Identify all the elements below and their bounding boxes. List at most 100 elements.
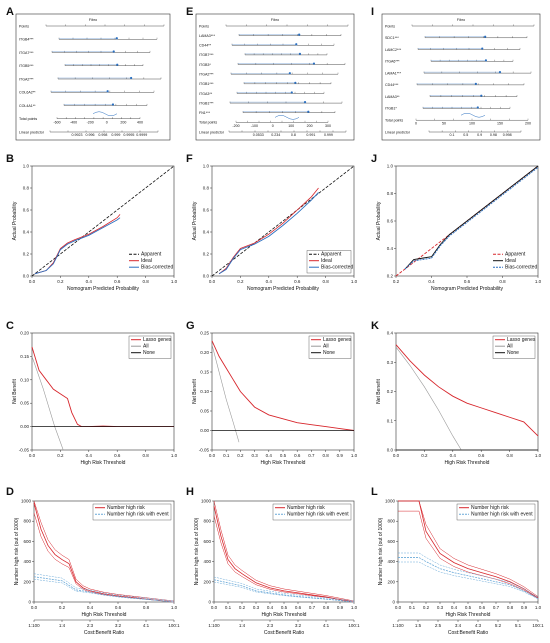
x-tick-label: 0.0 (29, 279, 36, 284)
nomogram-row-label: ITGB3* (199, 63, 211, 67)
series-band-upper (398, 552, 539, 598)
legend-label: Ideal (321, 258, 332, 264)
y-axis-label: Net Benefit (12, 379, 18, 404)
legend-label: Lasso genes (323, 337, 352, 343)
series-line-ideal (218, 187, 319, 275)
series-band-lower (213, 515, 355, 603)
x-axis-label: High Risk Threshold (82, 612, 127, 618)
panel-letter-k: K (371, 320, 379, 332)
legend-label: Lasso genes (507, 337, 536, 343)
nomogram-row-label: LAMA3*** (199, 34, 216, 38)
nomogram-row-label: ITGB1*** (199, 82, 214, 86)
x-tick-label: 0.0 (29, 453, 36, 458)
nomogram-density (274, 115, 300, 120)
series-line-lasso-genes (211, 340, 355, 431)
x-tick-label: 0.6 (479, 605, 486, 610)
y-axis-label: Actual Probability (192, 201, 198, 240)
y-tick-label: 1000 (201, 499, 212, 504)
y-tick-label: 0.4 (387, 331, 394, 336)
x2-tick-label: 3:2 (115, 623, 122, 628)
series-line-bias-corrected (404, 167, 539, 270)
y-tick-label: 1.0 (203, 164, 210, 169)
series-band-upper (33, 573, 175, 602)
x-tick-label: 0.4 (266, 453, 273, 458)
nomogram-row-label: Points (199, 24, 209, 28)
dca-chart-g: 0.0 0.1 0.2 0.3 0.4 0.5 0.6 0.7 0.8 0.9 1.0 -0.05 0.… (192, 331, 358, 467)
y-tick-label: 0.10 (20, 377, 29, 382)
x2-axis-label: Cost:Benefit Ratio (448, 630, 489, 636)
y-tick-label: 0.6 (203, 208, 210, 213)
nomogram-row-label: CD44*** (385, 83, 399, 87)
y-tick-label: 0 (208, 600, 211, 605)
legend-label: None (143, 350, 155, 356)
x-tick-label: 0.8 (322, 279, 329, 284)
y-tick-label: 600 (387, 539, 395, 544)
x-tick-label: 0.0 (211, 605, 218, 610)
x-tick-label: 0.0 (393, 453, 400, 458)
nomogram-point (481, 47, 484, 50)
nomogram-density (460, 112, 486, 118)
nomogram-prob-tick: 0.999 (111, 133, 120, 137)
legend-label: Number high risk with event (471, 512, 533, 518)
x2-tick-label: 2:5 (435, 623, 442, 628)
x-tick-label: 0.4 (86, 453, 93, 458)
nomogram-total-tick: 100 (288, 124, 294, 128)
nomogram-total-tick: 300 (325, 124, 331, 128)
panel-letter-f: F (186, 153, 193, 165)
nomogram-total-tick: 0 (272, 124, 274, 128)
x2-tick-label: 4:1 (143, 623, 150, 628)
calibration-chart-f: 0.0 0.2 0.4 0.6 0.8 1.0 0.0 0.2 0.4 0.6 0.8 1.0 Nomo… (192, 164, 358, 293)
y-tick-label: 0.05 (20, 401, 29, 406)
plot-frame (33, 500, 175, 603)
clinical-impact-chart-d: 0.0 0.2 0.4 0.6 0.8 1.0 0 200 400 600 800 1000 High … (14, 499, 180, 637)
y-tick-label: 200 (387, 579, 395, 584)
x-tick-label: 0.4 (267, 605, 274, 610)
y-tick-label: 600 (203, 539, 211, 544)
panel-letter-c: C (6, 320, 14, 332)
x-tick-label: 0.8 (143, 605, 150, 610)
y-tick-label: 1.0 (387, 164, 394, 169)
series-line-number-high-risk (213, 505, 355, 603)
x-tick-label: 1.0 (535, 605, 542, 610)
nomogram-row-label: Total points (385, 119, 403, 123)
x-tick-label: 1.0 (171, 279, 178, 284)
nomogram-prob-tick: 0.991 (306, 133, 315, 137)
x-tick-label: 0.0 (395, 605, 402, 610)
y-tick-label: 200 (23, 579, 31, 584)
dca-chart-c: 0.0 0.2 0.4 0.6 0.8 1.0 -0.05 0.00 0.05 0.10 0.15 0… (12, 331, 178, 467)
y-axis-label: Net Benefit (192, 379, 198, 404)
nomogram-total-tick: 200 (307, 124, 313, 128)
y-tick-label: 0.1 (387, 418, 394, 423)
x2-tick-label: 5:1 (515, 623, 522, 628)
x-tick-label: 0.3 (251, 453, 258, 458)
x-tick-label: 0.6 (464, 279, 471, 284)
x-tick-label: 0.1 (223, 453, 230, 458)
nomogram-point (288, 72, 291, 75)
nomogram-frame (381, 13, 541, 141)
nomogram-row-label: ITGA6*** (385, 60, 400, 64)
x-tick-label: 0.8 (323, 605, 330, 610)
legend-label: Ideal (141, 258, 152, 264)
x-tick-label: 0.8 (507, 605, 514, 610)
y-tick-label: 0.2 (387, 389, 394, 394)
x2-tick-label: 1:5 (415, 623, 422, 628)
y-tick-label: 0.4 (387, 246, 394, 251)
y-tick-label: 0 (28, 600, 31, 605)
nomogram-point (295, 43, 298, 46)
nomogram-row-label: ITGB1*** (199, 101, 214, 105)
x-tick-label: 0.2 (57, 453, 64, 458)
nomogram-row-label: Linear predictor (385, 130, 411, 134)
x2-tick-label: 1:100 (28, 623, 40, 628)
nomogram-row-label: COL6A2** (19, 91, 36, 95)
nomogram-total-tick: 0 (106, 120, 108, 124)
nomogram-row-label: ITGA2*** (199, 72, 214, 76)
series-band-lower (398, 510, 539, 599)
x-tick-label: 0.6 (114, 453, 121, 458)
x-tick-label: 0.2 (423, 605, 430, 610)
series-line-all (395, 346, 462, 451)
x-tick-label: 0.9 (521, 605, 528, 610)
y-tick-label: -0.05 (199, 448, 210, 453)
nomogram-prob-tick: 0.234 (271, 133, 280, 137)
x-tick-label: 1.0 (171, 605, 178, 610)
nomogram-prob-tick: 0.9995 (123, 133, 134, 137)
